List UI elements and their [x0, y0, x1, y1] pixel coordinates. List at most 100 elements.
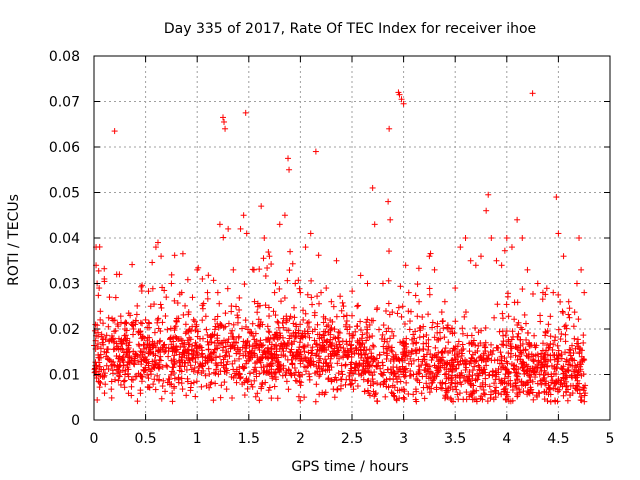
- data-point-dense: [360, 369, 367, 376]
- data-point-dense: [251, 377, 258, 384]
- data-point-dense: [363, 330, 370, 337]
- data-point-dense: [427, 250, 434, 257]
- data-point-dense: [130, 325, 137, 332]
- data-point-dense: [306, 376, 313, 383]
- data-point-dense: [256, 347, 263, 354]
- data-point: [402, 262, 409, 269]
- data-point-dense: [192, 327, 199, 334]
- data-point-dense: [179, 386, 186, 393]
- data-point-dense: [152, 386, 159, 393]
- data-point-dense: [299, 334, 306, 341]
- data-point-dense: [354, 323, 361, 330]
- data-point-dense: [262, 379, 269, 386]
- data-point-dense: [482, 324, 489, 331]
- data-point-dense: [384, 338, 391, 345]
- data-point-dense: [204, 331, 211, 338]
- data-point-dense: [526, 343, 533, 350]
- data-point: [297, 289, 304, 296]
- data-point-dense: [301, 363, 308, 370]
- data-point-dense: [319, 339, 326, 346]
- points-layer: [91, 89, 589, 405]
- data-point-dense: [379, 331, 386, 338]
- data-point-dense: [379, 359, 386, 366]
- data-point-dense: [434, 329, 441, 336]
- data-point-dense: [544, 363, 551, 370]
- data-point-dense: [458, 352, 465, 359]
- data-point-dense: [481, 391, 488, 398]
- data-point-dense: [271, 355, 278, 362]
- data-point-dense: [380, 369, 387, 376]
- data-point-dense: [559, 383, 566, 390]
- data-point-dense: [173, 315, 180, 322]
- data-point-dense: [503, 391, 510, 398]
- data-point-dense: [111, 328, 118, 335]
- data-point-dense: [130, 360, 137, 367]
- data-point-dense: [287, 349, 294, 356]
- data-point-dense: [412, 292, 419, 299]
- data-point-dense: [274, 395, 281, 402]
- data-point-dense: [289, 360, 296, 367]
- data-point-dense: [284, 277, 291, 284]
- data-point-dense: [468, 355, 475, 362]
- data-point-dense: [546, 386, 553, 393]
- data-point-dense: [206, 371, 213, 378]
- data-point-dense: [419, 358, 426, 365]
- data-point-dense: [124, 364, 131, 371]
- data-point-dense: [184, 337, 191, 344]
- data-point-dense: [373, 363, 380, 370]
- data-point-dense: [474, 370, 481, 377]
- data-point-dense: [157, 301, 164, 308]
- data-point-dense: [225, 336, 232, 343]
- data-point-dense: [437, 379, 444, 386]
- data-point-dense: [297, 397, 304, 404]
- data-point-dense: [237, 374, 244, 381]
- data-point-dense: [159, 319, 166, 326]
- data-point: [221, 118, 228, 125]
- data-point-dense: [258, 383, 265, 390]
- data-point-dense: [454, 379, 461, 386]
- data-point-dense: [222, 343, 229, 350]
- data-point-dense: [412, 340, 419, 347]
- data-point-dense: [176, 351, 183, 358]
- data-point-dense: [172, 323, 179, 330]
- data-point: [318, 289, 325, 296]
- data-point-dense: [145, 375, 152, 382]
- data-point-dense: [555, 355, 562, 362]
- data-point-dense: [545, 321, 552, 328]
- data-point-dense: [346, 372, 353, 379]
- data-point-dense: [95, 292, 102, 299]
- data-point-dense: [191, 364, 198, 371]
- data-point-dense: [517, 336, 524, 343]
- data-point-dense: [567, 347, 574, 354]
- data-point-dense: [125, 373, 132, 380]
- data-point-dense: [508, 361, 515, 368]
- data-point: [96, 285, 103, 292]
- data-point-dense: [435, 368, 442, 375]
- data-point-dense: [439, 385, 446, 392]
- data-point-dense: [364, 355, 371, 362]
- data-point-dense: [369, 362, 376, 369]
- data-point-dense: [466, 348, 473, 355]
- data-point-dense: [398, 313, 405, 320]
- data-point-dense: [416, 325, 423, 332]
- data-point-dense: [282, 353, 289, 360]
- data-point-dense: [300, 307, 307, 314]
- data-point-dense: [108, 336, 115, 343]
- data-point-dense: [375, 326, 382, 333]
- data-point-dense: [540, 361, 547, 368]
- data-point-dense: [452, 318, 459, 325]
- data-point-dense: [137, 390, 144, 397]
- data-point-dense: [220, 362, 227, 369]
- data-point-dense: [171, 327, 178, 334]
- data-point-dense: [529, 378, 536, 385]
- data-point-dense: [539, 296, 546, 303]
- data-point-dense: [338, 382, 345, 389]
- data-point-dense: [580, 387, 587, 394]
- data-point-dense: [149, 358, 156, 365]
- data-point-dense: [572, 385, 579, 392]
- data-point-dense: [143, 356, 150, 363]
- data-point-dense: [368, 317, 375, 324]
- data-point-dense: [132, 317, 139, 324]
- data-point: [338, 307, 345, 314]
- data-point-dense: [512, 352, 519, 359]
